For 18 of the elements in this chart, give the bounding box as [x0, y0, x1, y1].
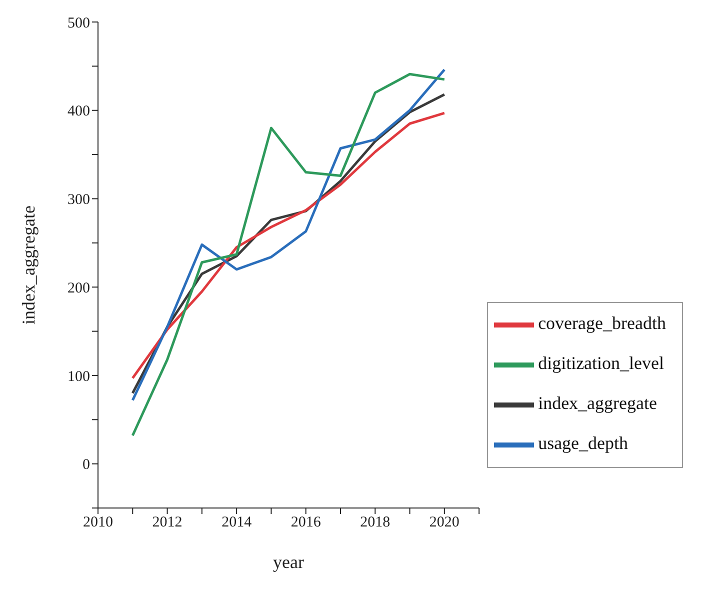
- y-tick-label: 500: [68, 15, 90, 32]
- x-tick-label: 2010: [83, 514, 113, 531]
- y-tick-label: 400: [68, 104, 90, 120]
- legend-label: usage_depth: [538, 433, 628, 454]
- y-tick-label: 0: [82, 457, 90, 474]
- x-tick-label: 2012: [152, 514, 182, 531]
- y-tick-label: 200: [68, 280, 90, 296]
- x-tick-label: 2014: [222, 514, 252, 531]
- x-tick-label: 2020: [429, 514, 460, 531]
- y-tick-label: 300: [68, 192, 90, 208]
- x-tick-label: 2016: [290, 514, 322, 531]
- legend-label: index_aggregate: [538, 393, 658, 414]
- y-tick-label: 100: [68, 368, 90, 385]
- legend-label: coverage_breadth: [538, 313, 666, 334]
- legend-label: digitization_level: [538, 353, 664, 374]
- y-axis-title: index_aggregate: [18, 206, 38, 324]
- x-tick-label: 2018: [360, 514, 390, 531]
- x-axis-title: year: [273, 552, 304, 572]
